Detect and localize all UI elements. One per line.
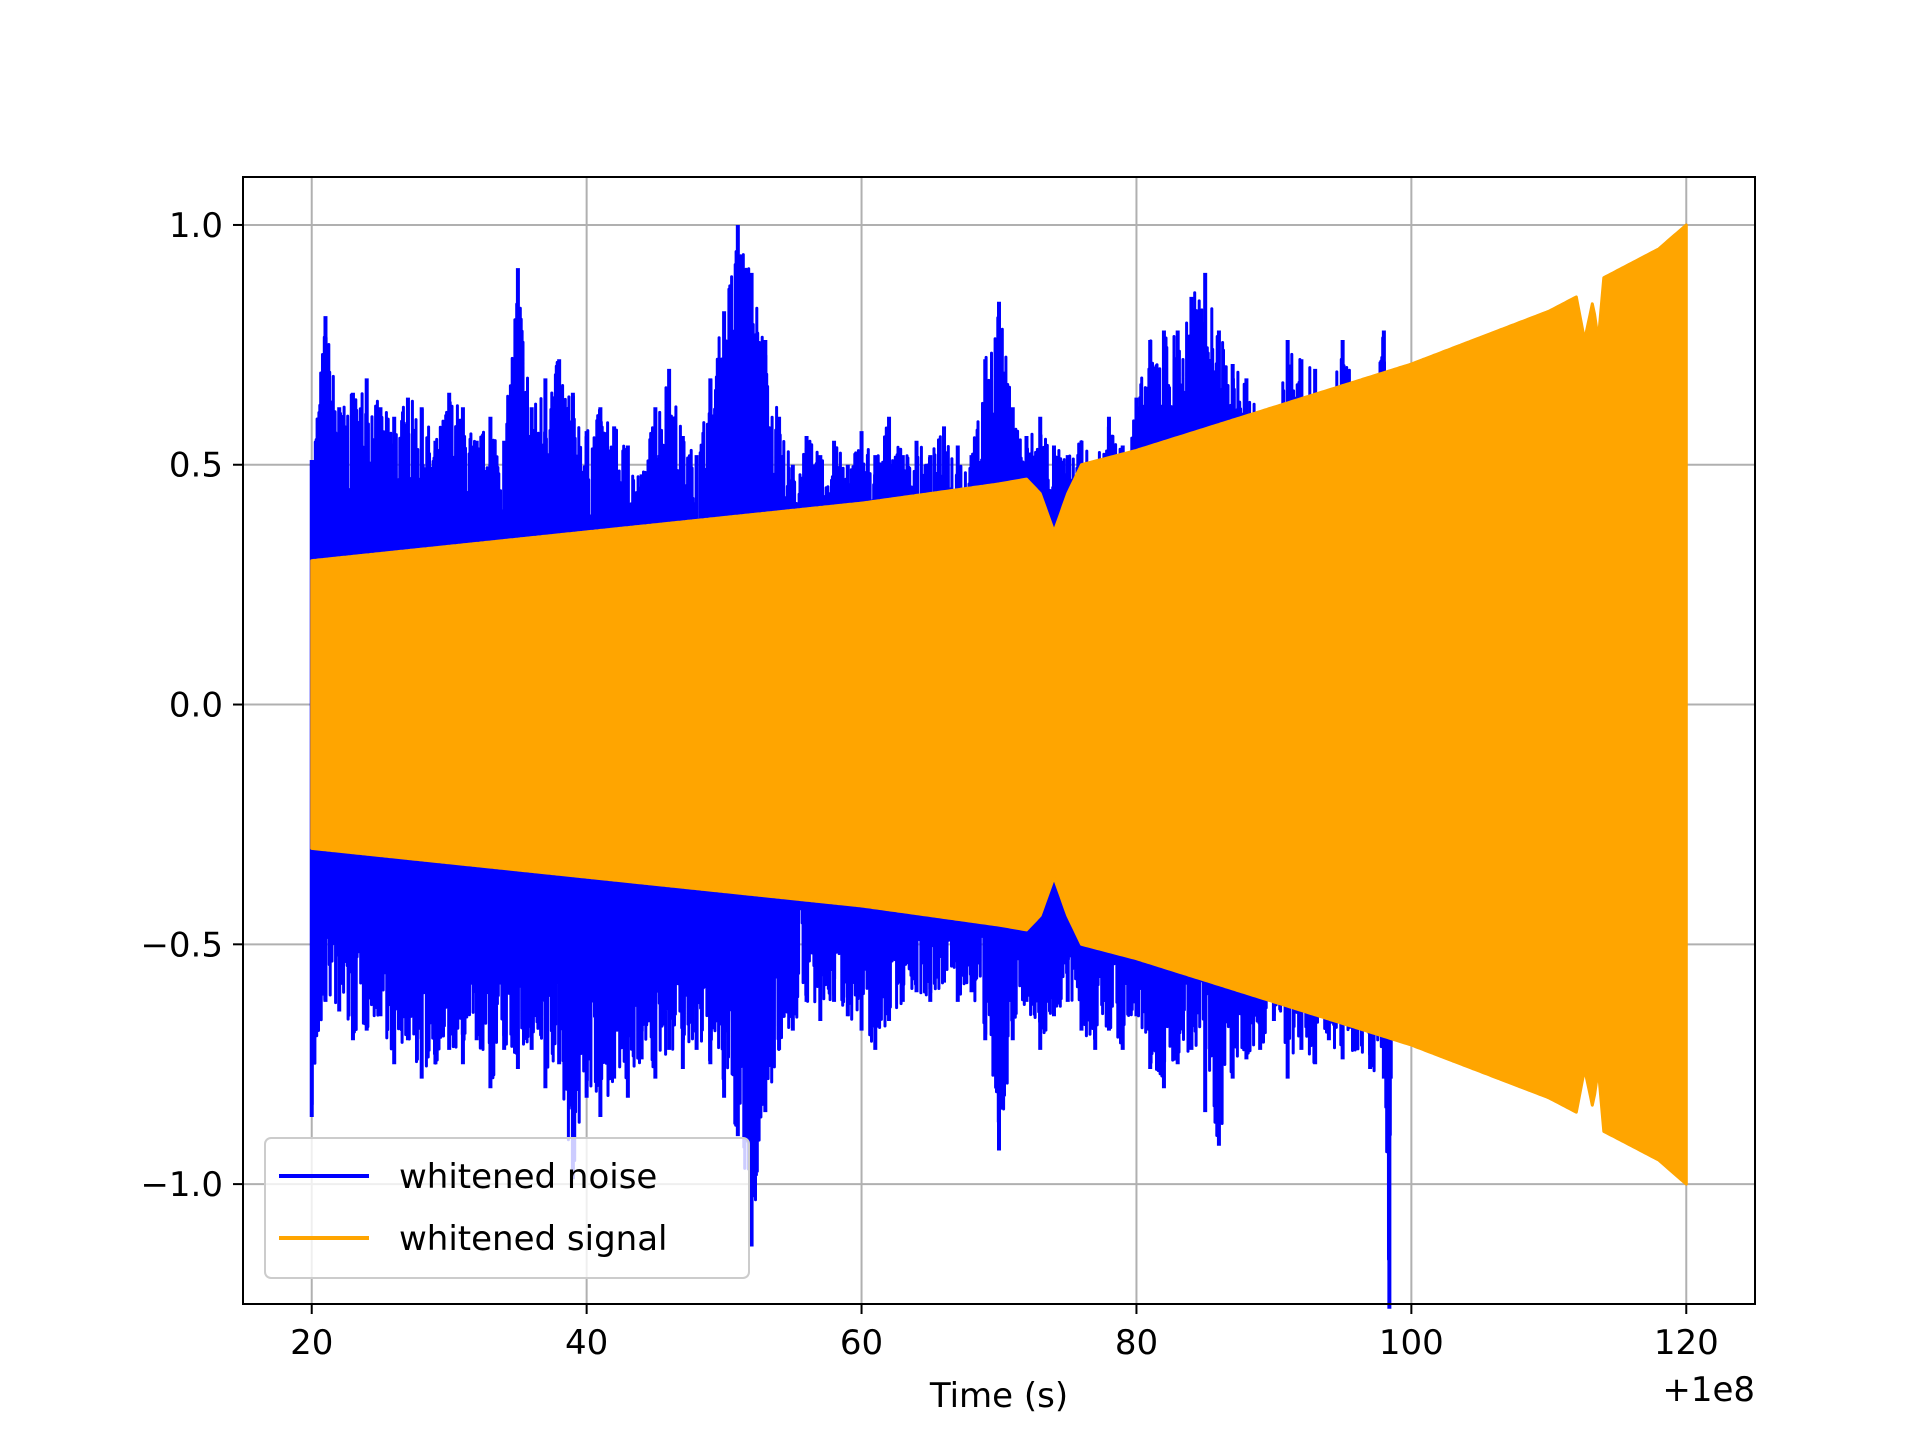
x-tick-label: 80	[1115, 1323, 1158, 1363]
y-tick-label: 0.5	[169, 446, 223, 486]
legend-label-whitened-signal: whitened signal	[399, 1219, 667, 1259]
axis-ticks: 20 40 60 80 100 120 −1.0 −0.5 0.0 0.5 1.0	[140, 206, 1718, 1363]
x-tick-label: 120	[1654, 1323, 1719, 1363]
series-area-whitened-signal	[310, 223, 1688, 1186]
legend: whitened noise whitened signal	[264, 1137, 750, 1279]
x-axis-offset-label: +1e8	[1662, 1370, 1755, 1410]
y-tick-label: −1.0	[140, 1165, 223, 1205]
y-tick-label: 1.0	[169, 206, 223, 246]
x-tick-label: 20	[290, 1323, 333, 1363]
y-tick-label: 0.0	[169, 686, 223, 726]
x-tick-label: 40	[565, 1323, 608, 1363]
plot-frame	[242, 176, 1756, 1305]
y-tick-label: −0.5	[140, 925, 223, 965]
x-axis-label: Time (s)	[929, 1376, 1068, 1416]
legend-box	[264, 1137, 750, 1279]
x-tick-label: 100	[1379, 1323, 1444, 1363]
series-layer	[309, 223, 1688, 1309]
legend-label-whitened-noise: whitened noise	[399, 1157, 657, 1197]
x-tick-label: 60	[840, 1323, 883, 1363]
